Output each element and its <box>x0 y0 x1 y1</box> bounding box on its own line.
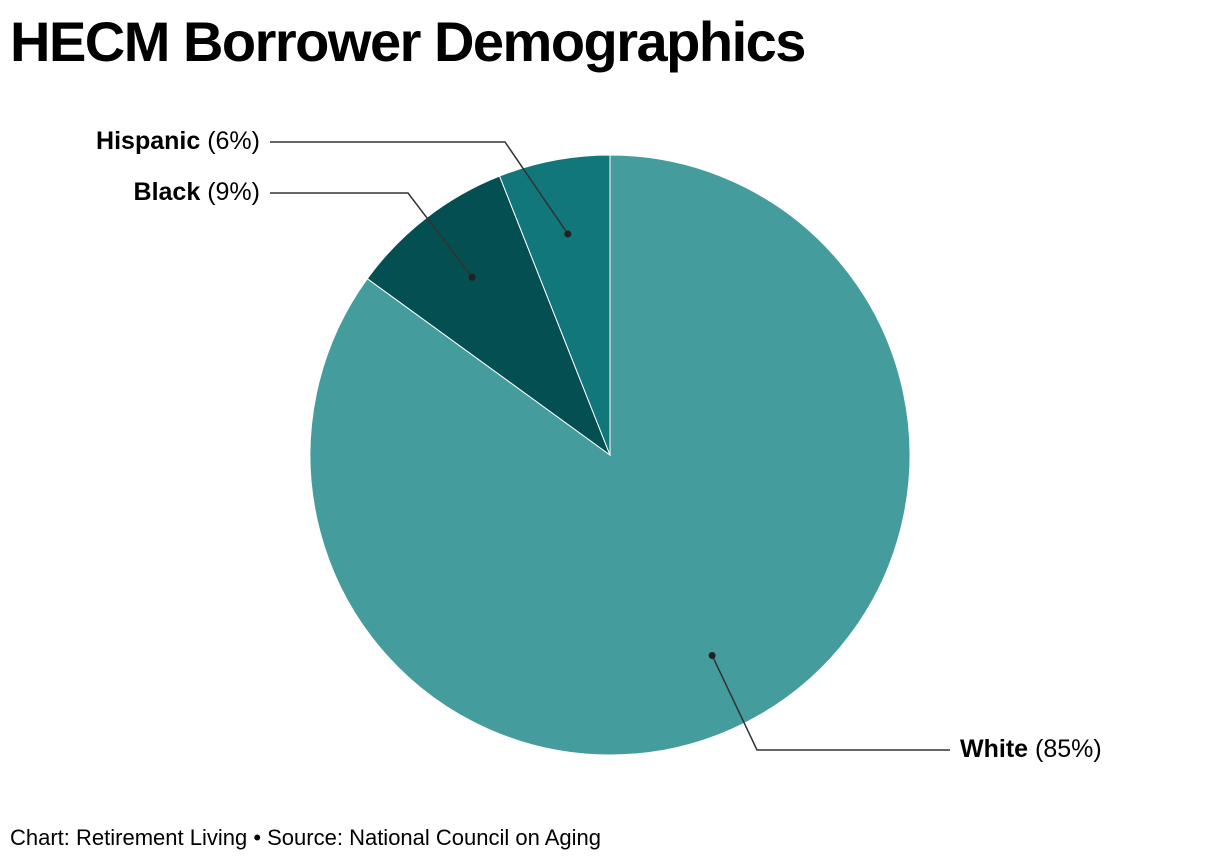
leader-dot <box>708 651 716 659</box>
chart-title: HECM Borrower Demographics <box>10 10 805 73</box>
value-label: (6%) <box>207 127 260 155</box>
slice-label: Hispanic (6%) <box>96 127 260 155</box>
leader-line <box>270 141 569 235</box>
leader-line <box>270 192 473 278</box>
pie-slice <box>498 154 611 456</box>
slice-label: Black (9%) <box>134 178 260 206</box>
leader-dot <box>564 230 572 238</box>
leader-line <box>711 655 950 751</box>
category-name: White <box>960 735 1028 763</box>
source-note: Chart: Retirement Living • Source: Natio… <box>10 825 601 850</box>
value-label: (9%) <box>207 178 260 206</box>
leader-dot <box>468 273 476 281</box>
category-name: Hispanic <box>96 127 200 155</box>
slice-label: White (85%) <box>960 735 1102 763</box>
value-label: (85%) <box>1035 735 1102 763</box>
category-name: Black <box>134 178 201 206</box>
